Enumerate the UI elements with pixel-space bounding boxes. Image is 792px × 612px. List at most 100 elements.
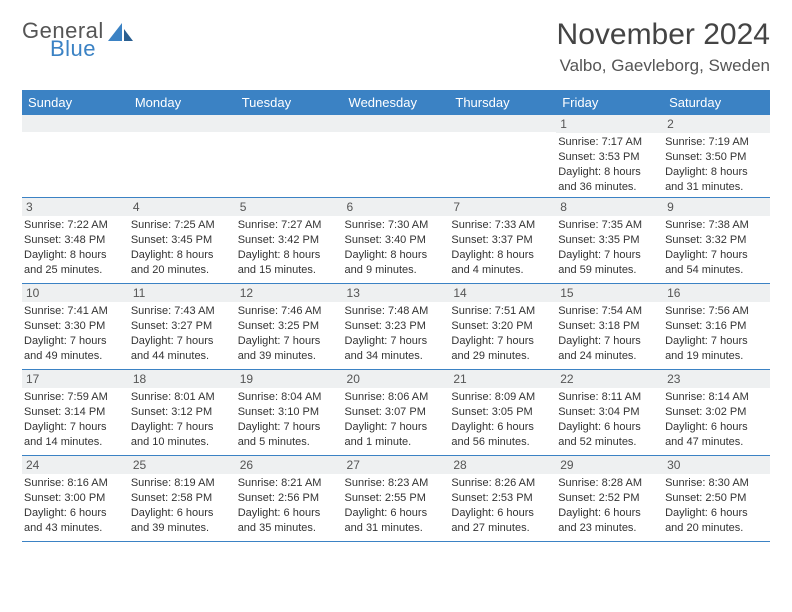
sunrise-text: Sunrise: 7:48 AM — [345, 304, 448, 319]
day-number: 27 — [343, 456, 450, 474]
day-details: Sunrise: 8:04 AMSunset: 3:10 PMDaylight:… — [236, 388, 343, 451]
sunrise-text: Sunrise: 7:27 AM — [238, 218, 341, 233]
daylight-text: Daylight: 7 hours and 19 minutes. — [665, 334, 768, 364]
daylight-text: Daylight: 7 hours and 5 minutes. — [238, 420, 341, 450]
day-number: 20 — [343, 370, 450, 388]
calendar-day-cell: 10Sunrise: 7:41 AMSunset: 3:30 PMDayligh… — [22, 283, 129, 369]
sunset-text: Sunset: 2:53 PM — [451, 491, 554, 506]
daylight-text: Daylight: 8 hours and 9 minutes. — [345, 248, 448, 278]
weekday-header: Monday — [129, 90, 236, 115]
daylight-text: Daylight: 7 hours and 24 minutes. — [558, 334, 661, 364]
calendar-day-cell: 7Sunrise: 7:33 AMSunset: 3:37 PMDaylight… — [449, 197, 556, 283]
sunrise-text: Sunrise: 7:46 AM — [238, 304, 341, 319]
daylight-text: Daylight: 7 hours and 34 minutes. — [345, 334, 448, 364]
calendar-day-cell — [236, 115, 343, 197]
sunrise-text: Sunrise: 8:06 AM — [345, 390, 448, 405]
sunset-text: Sunset: 2:50 PM — [665, 491, 768, 506]
sunset-text: Sunset: 3:18 PM — [558, 319, 661, 334]
daylight-text: Daylight: 7 hours and 44 minutes. — [131, 334, 234, 364]
day-number: 22 — [556, 370, 663, 388]
sunrise-text: Sunrise: 7:22 AM — [24, 218, 127, 233]
day-number: 3 — [22, 198, 129, 216]
daylight-text: Daylight: 6 hours and 20 minutes. — [665, 506, 768, 536]
sunrise-text: Sunrise: 8:09 AM — [451, 390, 554, 405]
sunset-text: Sunset: 3:04 PM — [558, 405, 661, 420]
day-number: 30 — [663, 456, 770, 474]
daylight-text: Daylight: 8 hours and 36 minutes. — [558, 165, 661, 195]
calendar-day-cell — [449, 115, 556, 197]
day-number: 29 — [556, 456, 663, 474]
day-details: Sunrise: 8:23 AMSunset: 2:55 PMDaylight:… — [343, 474, 450, 537]
sunrise-text: Sunrise: 7:25 AM — [131, 218, 234, 233]
sunset-text: Sunset: 3:42 PM — [238, 233, 341, 248]
calendar-day-cell: 30Sunrise: 8:30 AMSunset: 2:50 PMDayligh… — [663, 455, 770, 541]
calendar-day-cell: 17Sunrise: 7:59 AMSunset: 3:14 PMDayligh… — [22, 369, 129, 455]
calendar-week-row: 3Sunrise: 7:22 AMSunset: 3:48 PMDaylight… — [22, 197, 770, 283]
sunset-text: Sunset: 3:53 PM — [558, 150, 661, 165]
day-details: Sunrise: 7:33 AMSunset: 3:37 PMDaylight:… — [449, 216, 556, 279]
sunset-text: Sunset: 3:45 PM — [131, 233, 234, 248]
sunset-text: Sunset: 3:20 PM — [451, 319, 554, 334]
day-number: 8 — [556, 198, 663, 216]
location-label: Valbo, Gaevleborg, Sweden — [557, 56, 770, 76]
calendar-day-cell: 28 Sunrise: 8:26 AMSunset: 2:53 PMDayligh… — [449, 455, 556, 541]
day-details: Sunrise: 7:46 AMSunset: 3:25 PMDaylight:… — [236, 302, 343, 365]
sunrise-text: Sunrise: 7:43 AM — [131, 304, 234, 319]
day-details: Sunrise: 8:19 AMSunset: 2:58 PMDaylight:… — [129, 474, 236, 537]
weekday-header: Tuesday — [236, 90, 343, 115]
day-number: 9 — [663, 198, 770, 216]
day-number: 14 — [449, 284, 556, 302]
calendar-week-row: 24Sunrise: 8:16 AMSunset: 3:00 PMDayligh… — [22, 455, 770, 541]
weekday-header: Thursday — [449, 90, 556, 115]
daylight-text: Daylight: 6 hours and 56 minutes. — [451, 420, 554, 450]
day-number: 5 — [236, 198, 343, 216]
day-number: 13 — [343, 284, 450, 302]
sunset-text: Sunset: 3:50 PM — [665, 150, 768, 165]
sunset-text: Sunset: 3:37 PM — [451, 233, 554, 248]
day-details: Sunrise: 7:38 AMSunset: 3:32 PMDaylight:… — [663, 216, 770, 279]
weekday-header: Wednesday — [343, 90, 450, 115]
calendar-week-row: 1Sunrise: 7:17 AMSunset: 3:53 PMDaylight… — [22, 115, 770, 197]
day-number: 10 — [22, 284, 129, 302]
sunrise-text: Sunrise: 8:26 AM — [451, 476, 554, 491]
day-number — [129, 115, 236, 132]
day-number: 11 — [129, 284, 236, 302]
weekday-header: Friday — [556, 90, 663, 115]
day-details: Sunrise: 8:28 AMSunset: 2:52 PMDaylight:… — [556, 474, 663, 537]
day-number: 21 — [449, 370, 556, 388]
sunrise-text: Sunrise: 7:38 AM — [665, 218, 768, 233]
weekday-header: Sunday — [22, 90, 129, 115]
sunrise-text: Sunrise: 8:04 AM — [238, 390, 341, 405]
daylight-text: Daylight: 8 hours and 4 minutes. — [451, 248, 554, 278]
day-number: 12 — [236, 284, 343, 302]
sunrise-text: Sunrise: 8:23 AM — [345, 476, 448, 491]
sunrise-text: Sunrise: 8:01 AM — [131, 390, 234, 405]
sunrise-text: Sunrise: 8:19 AM — [131, 476, 234, 491]
calendar-week-row: 17Sunrise: 7:59 AMSunset: 3:14 PMDayligh… — [22, 369, 770, 455]
day-number: 28 — [449, 456, 556, 474]
calendar-day-cell: 1Sunrise: 7:17 AMSunset: 3:53 PMDaylight… — [556, 115, 663, 197]
sunrise-text: Sunrise: 7:59 AM — [24, 390, 127, 405]
calendar-day-cell: 8Sunrise: 7:35 AMSunset: 3:35 PMDaylight… — [556, 197, 663, 283]
sunrise-text: Sunrise: 7:19 AM — [665, 135, 768, 150]
daylight-text: Daylight: 8 hours and 31 minutes. — [665, 165, 768, 195]
sunrise-text: Sunrise: 8:14 AM — [665, 390, 768, 405]
daylight-text: Daylight: 7 hours and 54 minutes. — [665, 248, 768, 278]
sunrise-text: Sunrise: 8:16 AM — [24, 476, 127, 491]
sunset-text: Sunset: 3:00 PM — [24, 491, 127, 506]
calendar-day-cell: 16Sunrise: 7:56 AMSunset: 3:16 PMDayligh… — [663, 283, 770, 369]
day-details: Sunrise: 8:21 AMSunset: 2:56 PMDaylight:… — [236, 474, 343, 537]
daylight-text: Daylight: 6 hours and 27 minutes. — [451, 506, 554, 536]
day-details: Sunrise: 7:19 AMSunset: 3:50 PMDaylight:… — [663, 133, 770, 196]
calendar-day-cell: 27Sunrise: 8:23 AMSunset: 2:55 PMDayligh… — [343, 455, 450, 541]
day-details: Sunrise: 8:09 AMSunset: 3:05 PMDaylight:… — [449, 388, 556, 451]
sunrise-text: Sunrise: 7:35 AM — [558, 218, 661, 233]
calendar-day-cell — [343, 115, 450, 197]
day-details: Sunrise: 7:22 AMSunset: 3:48 PMDaylight:… — [22, 216, 129, 279]
calendar-day-cell: 26Sunrise: 8:21 AMSunset: 2:56 PMDayligh… — [236, 455, 343, 541]
day-details: Sunrise: 8:01 AMSunset: 3:12 PMDaylight:… — [129, 388, 236, 451]
day-number: 4 — [129, 198, 236, 216]
day-number — [449, 115, 556, 132]
sunset-text: Sunset: 3:07 PM — [345, 405, 448, 420]
sunset-text: Sunset: 3:30 PM — [24, 319, 127, 334]
